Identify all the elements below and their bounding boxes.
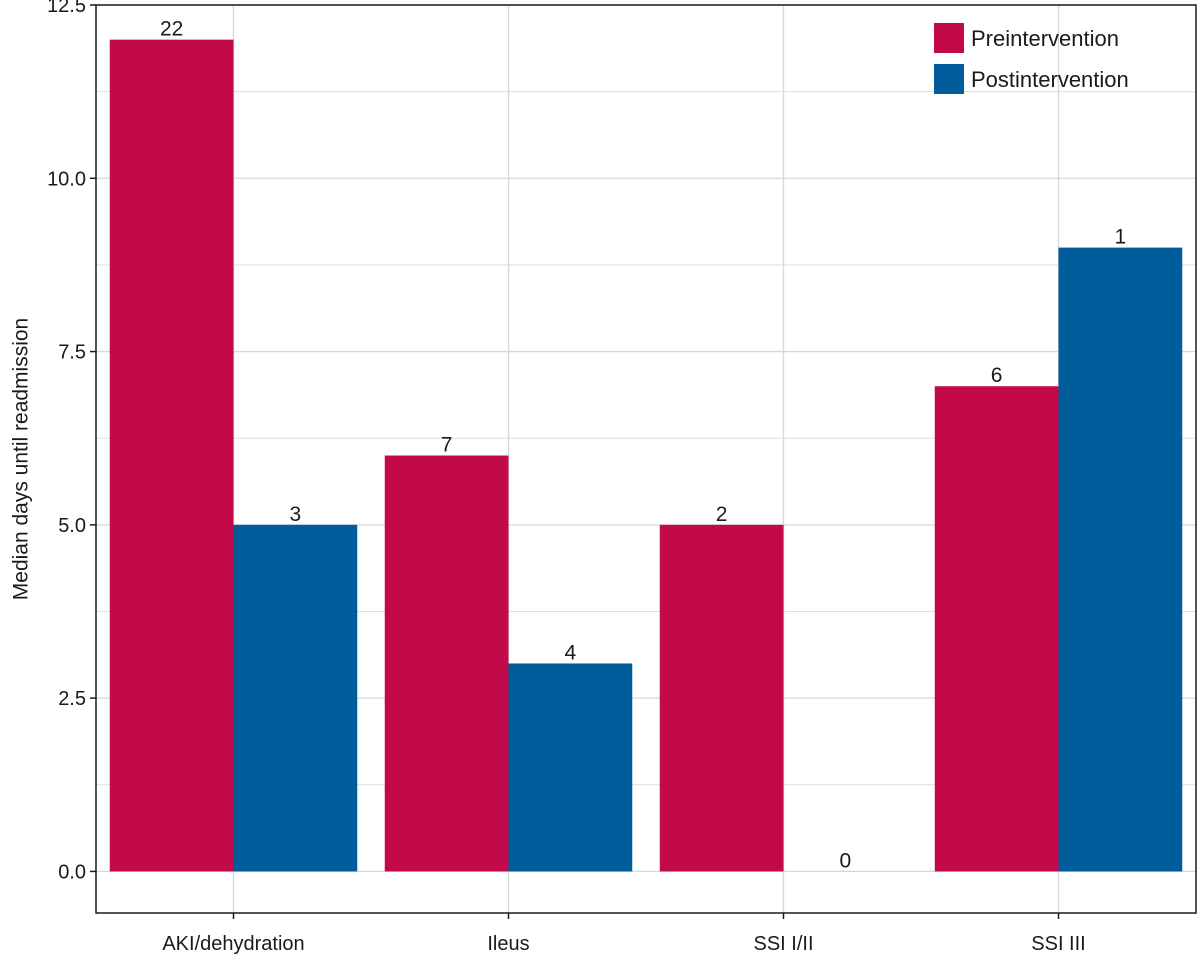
y-tick-label: 5.0 bbox=[58, 515, 86, 537]
bar bbox=[384, 455, 509, 872]
x-tick-label: SSI I/II bbox=[753, 933, 813, 955]
bar-value-label: 6 bbox=[991, 364, 1003, 387]
plot-border bbox=[95, 4, 1197, 914]
bars bbox=[109, 39, 1183, 872]
bar bbox=[659, 524, 784, 872]
bar bbox=[934, 386, 1059, 872]
bar-value-label: 7 bbox=[441, 434, 453, 457]
x-tick-label: SSI III bbox=[1031, 933, 1085, 955]
y-tick-label: 2.5 bbox=[58, 688, 86, 710]
bar-value-label: 4 bbox=[565, 641, 577, 664]
x-tick-label: Ileus bbox=[487, 933, 529, 955]
legend: Preintervention Postintervention bbox=[934, 23, 1129, 94]
legend-label: Preintervention bbox=[971, 26, 1119, 51]
bar bbox=[1058, 247, 1183, 872]
x-axis: AKI/dehydration Ileus SSI I/II SSI III bbox=[162, 913, 1086, 955]
bar-value-label: 1 bbox=[1115, 226, 1127, 249]
bar bbox=[109, 39, 234, 872]
y-tick-label: 10.0 bbox=[47, 168, 86, 190]
bar-value-label: 3 bbox=[290, 503, 302, 526]
bar bbox=[233, 524, 358, 872]
bar bbox=[508, 663, 633, 872]
y-axis-title: Median days until readmission bbox=[9, 318, 32, 600]
bar-value-label: 0 bbox=[840, 849, 852, 872]
bar-value-label: 2 bbox=[716, 503, 728, 526]
y-axis: 0.0 2.5 5.0 7.5 10.0 12.5 bbox=[47, 0, 96, 883]
y-tick-label: 12.5 bbox=[47, 0, 86, 17]
legend-label: Postintervention bbox=[971, 67, 1129, 92]
legend-swatch bbox=[934, 23, 964, 53]
bar-value-label: 22 bbox=[160, 18, 183, 41]
y-tick-label: 0.0 bbox=[58, 861, 86, 883]
x-tick-label: AKI/dehydration bbox=[162, 933, 304, 955]
bar-labels: 22 7 2 6 3 4 0 1 bbox=[160, 18, 1126, 873]
legend-swatch bbox=[934, 64, 964, 94]
y-tick-label: 7.5 bbox=[58, 342, 86, 364]
